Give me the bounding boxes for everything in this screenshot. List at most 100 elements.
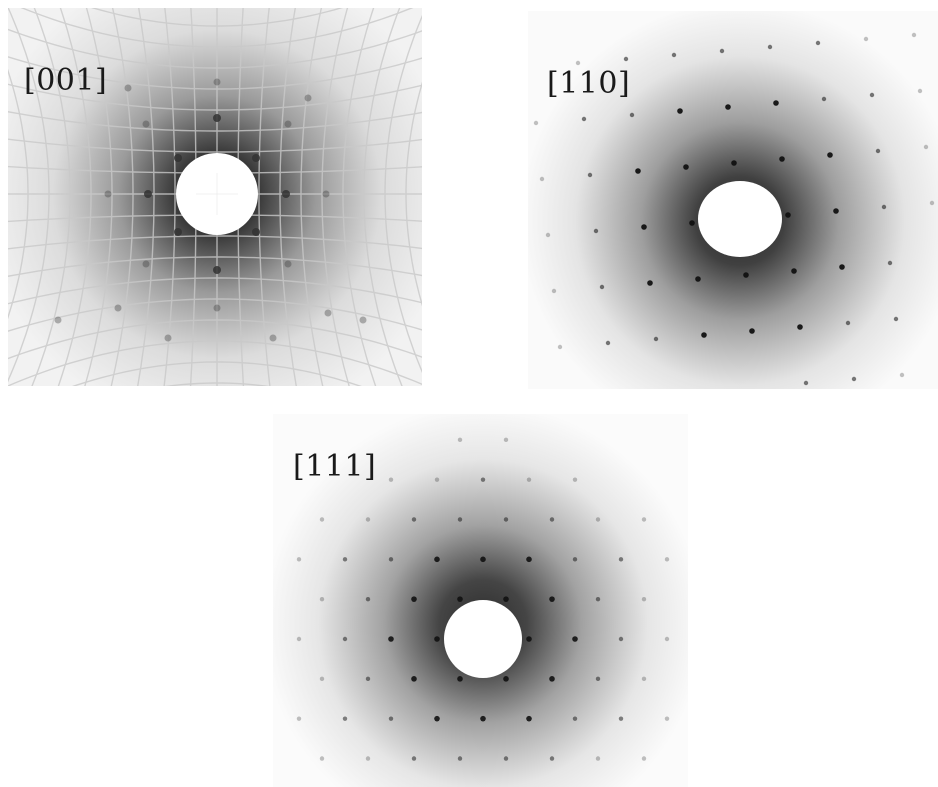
diffraction-spot [342, 716, 348, 721]
diffraction-spot [664, 636, 670, 642]
diffraction-spot [54, 316, 62, 324]
diffraction-spot [595, 517, 601, 522]
diffraction-spot [549, 676, 555, 682]
diffraction-spot [731, 160, 737, 166]
diffraction-spot [797, 324, 803, 330]
diffraction-spot [388, 557, 394, 562]
diffraction-spot [647, 280, 653, 286]
zone-axis-label: [111] [293, 449, 377, 484]
diffraction-spot [863, 36, 869, 42]
diffraction-spot [526, 556, 532, 563]
diffraction-spot [677, 108, 683, 114]
diffraction-spot [664, 557, 670, 562]
diffraction-spot [322, 190, 330, 198]
diffraction-spot [342, 636, 348, 642]
diffraction-spot [174, 154, 182, 162]
diffraction-image-001 [8, 8, 422, 386]
diffraction-spot [503, 676, 509, 682]
diffraction-spot [587, 172, 593, 178]
diffraction-spot [365, 517, 371, 522]
diffraction-spot [923, 144, 929, 150]
diffraction-spot [284, 260, 292, 268]
diffraction-spot [549, 596, 555, 602]
diffraction-spot [595, 676, 601, 682]
diffraction-spot [851, 376, 857, 382]
diffraction-spot [791, 268, 797, 274]
diffraction-spot [434, 636, 440, 642]
diffraction-spot [641, 676, 647, 682]
diffraction-spot [641, 596, 647, 602]
diffraction-spot [605, 340, 611, 346]
diffraction-pattern-110: [110] [528, 11, 938, 389]
diffraction-spot [618, 636, 624, 642]
diffraction-spot [839, 264, 845, 270]
diffraction-spot [365, 676, 371, 682]
diffraction-spot [388, 716, 394, 721]
diffraction-spot [581, 116, 587, 122]
diffraction-spot [929, 200, 935, 206]
diffraction-image-111 [273, 414, 688, 787]
diffraction-spot [213, 304, 221, 312]
diffraction-spot [572, 557, 578, 562]
diffraction-spot [618, 716, 624, 721]
diffraction-spot [434, 556, 440, 563]
diffraction-spot [539, 176, 545, 182]
diffraction-spot [653, 336, 659, 342]
diffraction-spot [164, 334, 172, 342]
diffraction-spot [845, 320, 851, 326]
zone-axis-label: [110] [547, 66, 631, 101]
diffraction-spot [342, 557, 348, 562]
diffraction-spot [641, 224, 647, 230]
diffraction-spot [526, 715, 532, 722]
diffraction-spot [917, 88, 923, 94]
diffraction-spot [689, 220, 695, 226]
diffraction-spot [719, 48, 725, 54]
diffraction-spot [213, 78, 221, 86]
diffraction-spot [833, 208, 839, 214]
diffraction-spot [282, 190, 290, 198]
diffraction-spot [457, 517, 463, 522]
diffraction-spot [319, 676, 325, 682]
diffraction-spot [269, 334, 277, 342]
diffraction-spot [599, 284, 605, 290]
diffraction-spot [319, 756, 325, 761]
diffraction-spot [725, 104, 731, 110]
diffraction-spot [411, 596, 417, 602]
diffraction-spot [629, 112, 635, 118]
diffraction-spot [533, 120, 539, 126]
diffraction-spot [503, 437, 509, 443]
diffraction-spot [743, 272, 749, 278]
diffraction-spot [365, 596, 371, 602]
diffraction-spot [388, 477, 394, 482]
diffraction-spot [545, 232, 551, 238]
diffraction-spot [572, 716, 578, 721]
diffraction-spot [213, 266, 221, 274]
diffraction-spot [557, 344, 563, 350]
diffraction-spot [549, 756, 555, 761]
diffraction-spot [480, 556, 486, 563]
diffraction-spot [457, 437, 463, 443]
diffraction-spot [887, 260, 893, 266]
diffraction-spot [144, 190, 152, 198]
diffraction-spot [618, 557, 624, 562]
beam-stop [698, 181, 782, 257]
diffraction-spot [695, 276, 701, 282]
diffraction-spot [881, 204, 887, 210]
diffraction-spot [593, 228, 599, 234]
diffraction-spot [749, 328, 755, 334]
diffraction-spot [365, 756, 371, 761]
diffraction-spot [503, 756, 509, 761]
diffraction-spot [683, 164, 689, 170]
diffraction-spot [549, 517, 555, 522]
diffraction-spot [104, 190, 112, 198]
diffraction-spot [114, 304, 122, 312]
diffraction-spot [899, 372, 905, 378]
diffraction-pattern-001: [001] [8, 8, 422, 386]
diffraction-spot [296, 557, 302, 562]
diffraction-spot [411, 676, 417, 682]
diffraction-spot [635, 168, 641, 174]
diffraction-spot [457, 676, 463, 682]
zone-axis-label: [001] [24, 63, 108, 98]
diffraction-spot [480, 477, 486, 482]
diffraction-spot [869, 92, 875, 98]
